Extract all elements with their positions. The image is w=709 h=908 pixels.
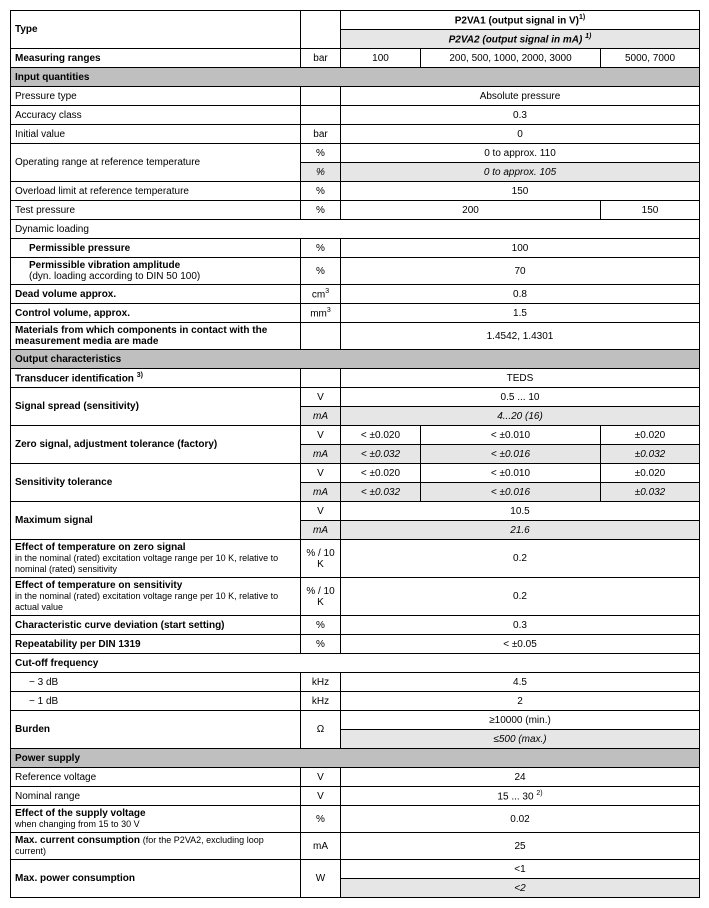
type-label: Type [11,11,301,49]
supply-voltage-row: Effect of the supply voltagewhen changin… [11,806,700,833]
operating-range-row1: Operating range at reference temperature… [11,144,700,163]
burden-row1: Burden Ω ≥10000 (min.) [11,711,700,730]
measuring-ranges-label: Measuring ranges [11,49,301,68]
signal-spread-row1: Signal spread (sensitivity) V 0.5 ... 10 [11,388,700,407]
pressure-type-label: Pressure type [11,87,301,106]
section-input-quantities: Input quantities [11,68,700,87]
dynamic-loading-row: Dynamic loading [11,220,700,239]
materials-row: Materials from which components in conta… [11,323,700,350]
sensitivity-tol-row1: Sensitivity tolerance V < ±0.020 < ±0.01… [11,464,700,483]
overload-limit-row: Overload limit at reference temperature … [11,182,700,201]
max-signal-row1: Maximum signal V 10.5 [11,502,700,521]
pressure-type-row: Pressure type Absolute pressure [11,87,700,106]
cutoff-header-row: Cut-off frequency [11,654,700,673]
initial-value-row: Initial value bar 0 [11,125,700,144]
p2va2-header: P2VA2 (output signal in mA) 1) [341,30,700,49]
empty-unit [301,11,341,49]
repeatability-row: Repeatability per DIN 1319 % < ±0.05 [11,635,700,654]
cutoff-3db-row: − 3 dB kHz 4.5 [11,673,700,692]
test-pressure-row: Test pressure % 200 150 [11,201,700,220]
max-current-row: Max. current consumption (for the P2VA2,… [11,833,700,860]
cutoff-1db-row: − 1 dB kHz 2 [11,692,700,711]
max-power-row1: Max. power consumption W <1 [11,860,700,879]
char-curve-row: Characteristic curve deviation (start se… [11,616,700,635]
permissible-vibration-row: Permissible vibration amplitude(dyn. loa… [11,258,700,285]
measuring-ranges-row: Measuring ranges bar 100 200, 500, 1000,… [11,49,700,68]
zero-signal-row1: Zero signal, adjustment tolerance (facto… [11,426,700,445]
p2va1-header: P2VA1 (output signal in V)1) [341,11,700,30]
permissible-pressure-row: Permissible pressure % 100 [11,239,700,258]
spec-table: Type P2VA1 (output signal in V)1) P2VA2 … [10,10,700,898]
accuracy-class-row: Accuracy class 0.3 [11,106,700,125]
control-volume-row: Control volume, approx. mm3 1.5 [11,304,700,323]
measuring-ranges-v3: 5000, 7000 [601,49,700,68]
measuring-ranges-unit: bar [301,49,341,68]
header-row-1: Type P2VA1 (output signal in V)1) [11,11,700,30]
ref-voltage-row: Reference voltage V 24 [11,768,700,787]
measuring-ranges-v1: 100 [341,49,421,68]
measuring-ranges-v2: 200, 500, 1000, 2000, 3000 [421,49,601,68]
pressure-type-value: Absolute pressure [341,87,700,106]
transducer-id-row: Transducer identification 3) TEDS [11,369,700,388]
section-output-characteristics: Output characteristics [11,350,700,369]
temp-sens-row: Effect of temperature on sensitivityin t… [11,578,700,616]
dead-volume-row: Dead volume approx. cm3 0.8 [11,285,700,304]
section-power-supply: Power supply [11,749,700,768]
nominal-range-row: Nominal range V 15 ... 30 2) [11,787,700,806]
temp-zero-row: Effect of temperature on zero signalin t… [11,540,700,578]
